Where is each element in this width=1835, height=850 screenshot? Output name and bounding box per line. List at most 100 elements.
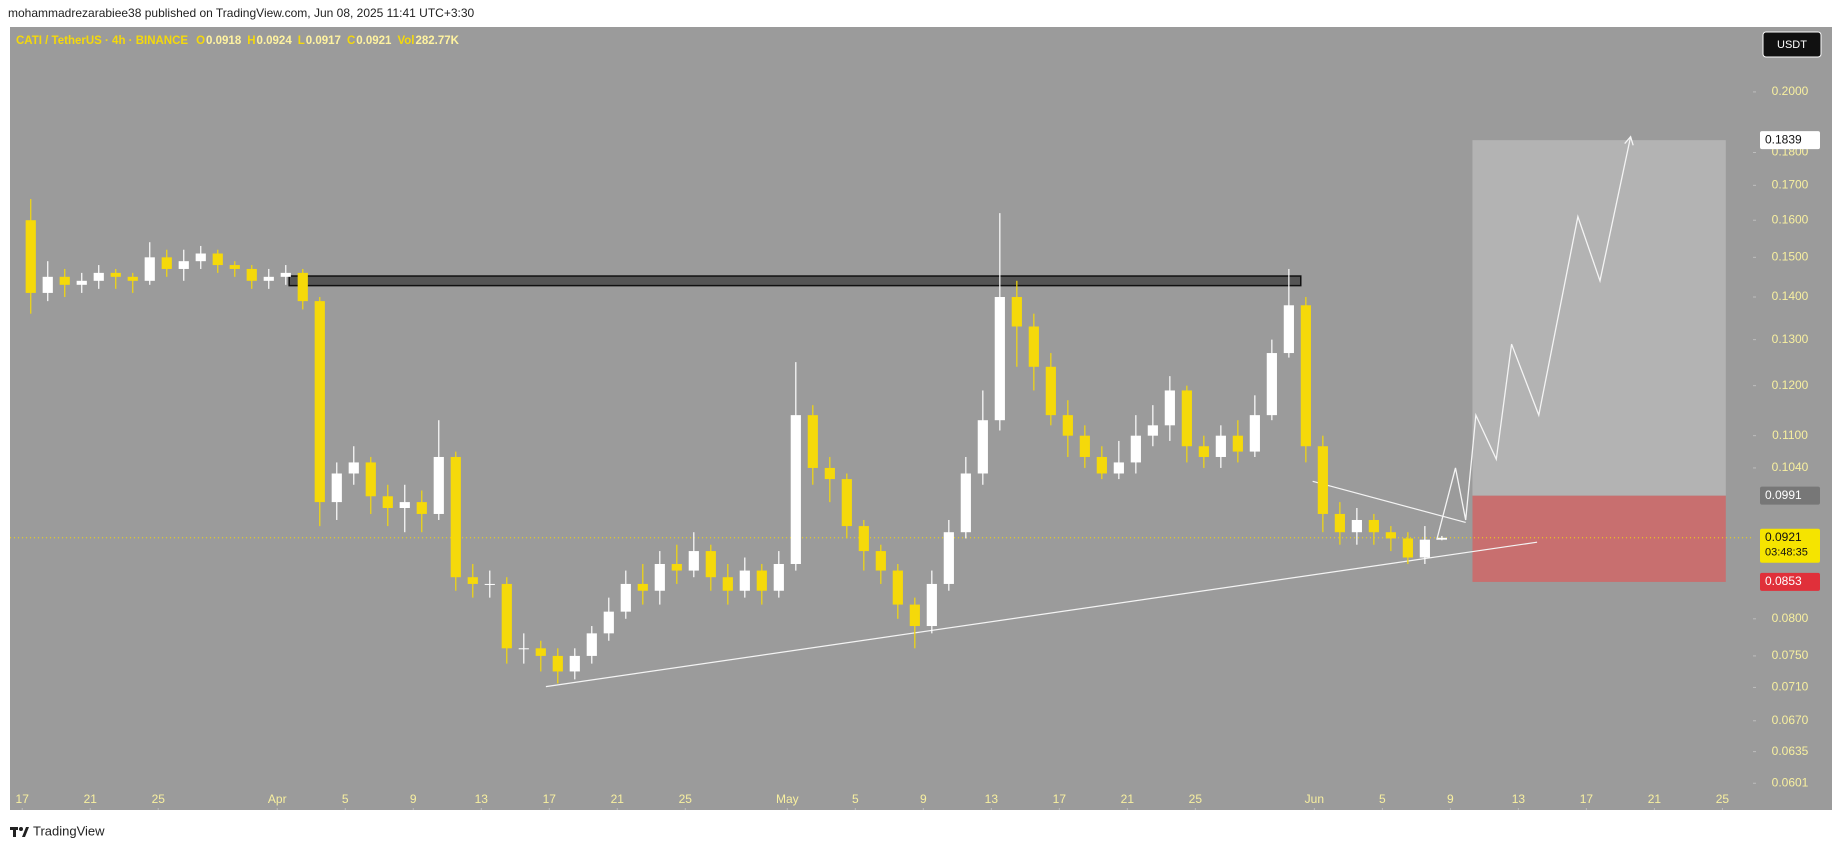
candle-body xyxy=(195,253,206,262)
y-tick-label: 0.1300 xyxy=(1772,332,1809,346)
projection-arrowhead xyxy=(1624,135,1634,146)
candle-body xyxy=(637,583,648,591)
candle-body xyxy=(1215,435,1226,457)
x-tick-label: 25 xyxy=(679,792,693,806)
candle-body xyxy=(892,570,903,605)
y-tick-label: 0.0750 xyxy=(1772,648,1809,662)
y-tick-label: 0.1600 xyxy=(1772,212,1809,226)
x-tick-label: 13 xyxy=(1512,792,1526,806)
x-tick-label: 21 xyxy=(1121,792,1135,806)
legend-text: H xyxy=(247,35,255,47)
y-tick-label: 0.0710 xyxy=(1772,680,1809,694)
price-label-box xyxy=(1760,572,1820,591)
candle-body xyxy=(909,604,920,627)
candle-body xyxy=(467,577,478,584)
y-tick-label: 0.0601 xyxy=(1772,775,1809,789)
legend-text: CATI / TetherUS · 4h · BINANCE xyxy=(16,35,188,47)
candle-body xyxy=(1351,519,1362,533)
candle-body xyxy=(773,563,784,591)
resistance-zone xyxy=(288,275,1302,287)
legend-text: 0.0917 xyxy=(306,35,341,47)
trend-line xyxy=(1312,480,1466,523)
legend-text: 0.0924 xyxy=(257,35,293,47)
legend-text: Vol xyxy=(397,35,414,47)
candle-body xyxy=(1079,435,1090,457)
y-tick-label: 0.0800 xyxy=(1772,611,1809,625)
y-tick-label: 0.1500 xyxy=(1772,250,1809,264)
brand-logo xyxy=(10,827,29,837)
y-tick-label: 0.0670 xyxy=(1772,713,1809,727)
candle-body xyxy=(399,502,410,508)
candle-body xyxy=(297,272,308,302)
candle-body xyxy=(110,272,121,277)
y-tick-label: 0.0635 xyxy=(1772,744,1809,758)
legend-text: 282.77K xyxy=(416,35,460,47)
x-tick-label: 13 xyxy=(985,792,999,806)
candle-body xyxy=(1028,326,1039,367)
candle-body xyxy=(552,655,563,672)
candle-body xyxy=(1062,415,1073,436)
y-tick-label: 0.1100 xyxy=(1772,428,1808,442)
candle-body xyxy=(1096,456,1107,474)
x-tick-label: May xyxy=(776,792,799,806)
x-tick-label: 21 xyxy=(84,792,98,806)
candle-body xyxy=(1334,513,1345,533)
x-tick-label: 21 xyxy=(611,792,625,806)
candle-body xyxy=(841,479,852,527)
y-tick-label: 0.1200 xyxy=(1772,378,1809,392)
candle-body xyxy=(42,276,53,293)
candle-body xyxy=(756,570,767,591)
x-tick-label: 25 xyxy=(152,792,166,806)
y-tick-label: 0.2000 xyxy=(1772,84,1809,98)
candle-body xyxy=(1436,537,1447,540)
candle-body xyxy=(331,473,342,503)
x-tick-label: 9 xyxy=(1447,792,1454,806)
candle-body xyxy=(518,648,529,650)
x-tick-label: 17 xyxy=(543,792,557,806)
legend-text: 0.0921 xyxy=(356,35,392,47)
candle-body xyxy=(263,276,274,281)
x-tick-label: 9 xyxy=(410,792,417,806)
candle-body xyxy=(501,583,512,649)
candle-body xyxy=(977,420,988,474)
candle-body xyxy=(161,257,172,269)
candle-body xyxy=(365,462,376,497)
legend-text: O xyxy=(196,35,205,47)
candle-body xyxy=(1147,425,1158,436)
candle-body xyxy=(671,563,682,571)
candle-body xyxy=(654,563,665,591)
candle-body xyxy=(1181,390,1192,447)
candle-body xyxy=(722,577,733,591)
candle-body xyxy=(960,473,971,533)
candle-body xyxy=(416,502,427,514)
x-tick-label: 5 xyxy=(342,792,349,806)
candle-body xyxy=(603,611,614,634)
candle-body xyxy=(178,261,189,269)
y-tick-label: 0.1400 xyxy=(1772,289,1809,303)
candle-body xyxy=(246,268,257,281)
candle-body xyxy=(1402,538,1413,558)
candle-body xyxy=(858,526,869,552)
candle-body xyxy=(824,467,835,480)
x-tick-label: 21 xyxy=(1648,792,1662,806)
projection-path xyxy=(1436,136,1632,540)
position-target-zone xyxy=(1472,140,1726,496)
currency-button xyxy=(1762,31,1822,58)
candle-body xyxy=(705,551,716,578)
candle-body xyxy=(1368,519,1379,533)
legend-text: 0.0918 xyxy=(206,35,242,47)
legend-text: C xyxy=(347,35,355,47)
candle-body xyxy=(127,276,138,281)
price-label-box xyxy=(1760,486,1820,505)
candle-body xyxy=(484,583,495,585)
candle-body xyxy=(790,415,801,564)
candle-body xyxy=(926,583,937,627)
position-stop-zone xyxy=(1472,495,1726,582)
y-tick-label: 0.1040 xyxy=(1772,460,1809,474)
candle-body xyxy=(450,456,461,578)
x-tick-label: Apr xyxy=(268,792,287,806)
price-label: 0.1839 xyxy=(1765,132,1802,146)
candle-body xyxy=(382,496,393,508)
candle-body xyxy=(1198,446,1209,457)
